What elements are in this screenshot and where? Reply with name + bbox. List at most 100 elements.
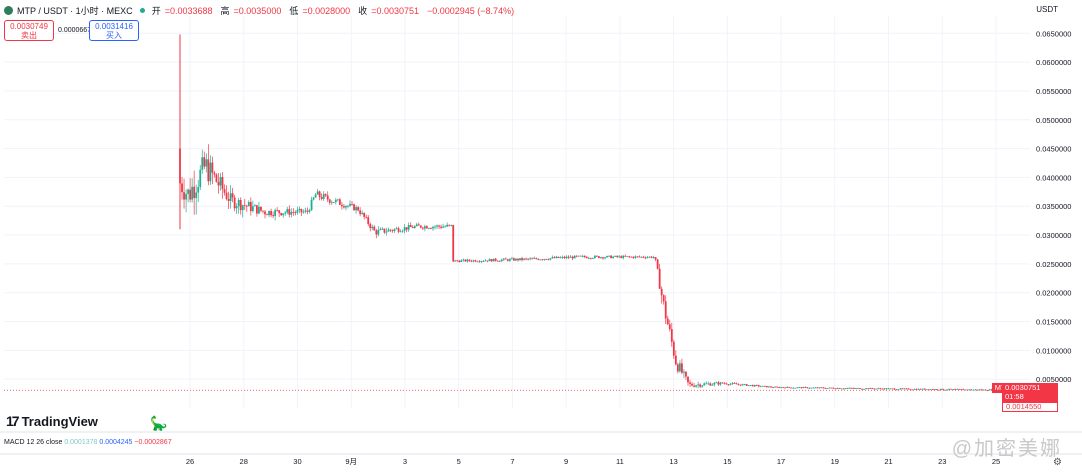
macd-value-1: 0.0001378 <box>64 439 98 446</box>
candle-body <box>863 388 865 390</box>
candle-body <box>867 388 870 390</box>
candle-body <box>563 256 566 259</box>
coin-logo-icon <box>4 6 13 15</box>
candle-body <box>638 256 641 258</box>
candle-body <box>927 389 930 391</box>
candle-body <box>620 256 623 258</box>
currency-label[interactable]: USDT <box>1036 5 1058 14</box>
candle-body <box>683 371 685 373</box>
candle-body <box>632 256 635 258</box>
candle-body <box>778 387 780 388</box>
candle-body <box>258 206 260 214</box>
candle-body <box>859 388 861 389</box>
tradingview-logo[interactable]: 17 TradingView <box>6 413 98 429</box>
market-status-icon <box>139 8 145 13</box>
candle-body <box>387 229 390 232</box>
candle-body <box>885 388 888 390</box>
candle-body <box>223 189 226 193</box>
candle-body <box>650 256 653 258</box>
candle-body <box>239 200 242 211</box>
x-tick-label: 26 <box>186 457 194 466</box>
candle-body <box>622 255 625 258</box>
candle-body <box>551 257 554 259</box>
candle-body <box>725 383 728 385</box>
candle-body <box>262 210 264 212</box>
candle-body <box>646 257 649 258</box>
candle-body <box>577 255 580 257</box>
candle-body <box>952 389 955 390</box>
candle-body <box>561 256 564 258</box>
candle-body <box>583 255 586 258</box>
candle-body <box>191 186 194 200</box>
candle-body <box>618 256 621 258</box>
candle-body <box>320 196 323 199</box>
candle-body <box>306 210 309 212</box>
candle-body <box>324 194 327 196</box>
sell-button[interactable]: 0.0030749 卖出 <box>4 20 54 41</box>
gear-icon[interactable]: ⚙ <box>1053 457 1062 468</box>
candle-body <box>426 226 428 229</box>
candle-body <box>363 212 366 217</box>
candle-body <box>691 383 693 386</box>
candle-body <box>786 386 789 388</box>
candle-body <box>573 255 576 259</box>
candle-body <box>484 260 487 262</box>
candle-body <box>743 384 746 385</box>
candle-body <box>199 169 202 188</box>
buy-button[interactable]: 0.0031416 买入 <box>89 20 139 41</box>
candle-body <box>851 387 853 389</box>
candle-body <box>875 388 878 390</box>
candle-body <box>826 388 829 389</box>
candle-body <box>662 295 665 302</box>
candle-body <box>401 230 404 232</box>
candle-body <box>897 389 900 391</box>
candle-body <box>794 387 797 389</box>
candle-body <box>774 386 776 388</box>
candle-body <box>533 258 536 259</box>
candle-body <box>496 260 499 262</box>
candle-body <box>369 223 372 229</box>
candle-body <box>768 386 770 388</box>
candle-body <box>741 384 744 386</box>
candle-body <box>913 388 916 390</box>
candle-body <box>385 231 388 233</box>
candle-body <box>936 389 938 390</box>
candle-body <box>519 258 521 261</box>
candle-body <box>373 226 376 231</box>
candle-body <box>235 206 238 209</box>
candle-body <box>648 256 651 258</box>
candle-body <box>956 389 959 390</box>
candle-body <box>345 206 347 208</box>
candle-body <box>553 257 556 259</box>
candle-body <box>270 210 272 216</box>
candle-body <box>958 389 961 390</box>
symbol-title[interactable]: MTP / USDT · 1小时 · MEXC <box>17 6 133 16</box>
candle-body <box>905 388 908 390</box>
candle-body <box>824 388 827 389</box>
candle-body <box>397 228 400 232</box>
candle-body <box>581 255 584 257</box>
candle-body <box>336 199 339 201</box>
candle-body <box>893 388 896 390</box>
candle-body <box>931 389 934 391</box>
candle-body <box>861 388 863 390</box>
macd-legend[interactable]: MACD 12 26 close 0.0001378 0.0004245 −0.… <box>4 439 172 446</box>
candle-body <box>549 258 552 260</box>
low-label: 低 <box>289 6 299 16</box>
candle-body <box>338 199 341 205</box>
candle-body <box>681 363 683 373</box>
candle-body <box>185 193 187 200</box>
candle-body <box>442 226 445 228</box>
candle-body <box>308 210 311 212</box>
y-tick-label: 0.0600000 <box>1036 58 1071 67</box>
candle-body <box>798 387 801 389</box>
watermark-text: @加密美娜 <box>951 438 1062 460</box>
candle-body <box>814 387 817 389</box>
candle-body <box>488 259 491 262</box>
candle-body <box>355 207 357 211</box>
candle-body <box>782 387 785 389</box>
candle-body <box>290 212 293 215</box>
candle-body <box>284 212 287 214</box>
candle-body <box>545 258 548 260</box>
